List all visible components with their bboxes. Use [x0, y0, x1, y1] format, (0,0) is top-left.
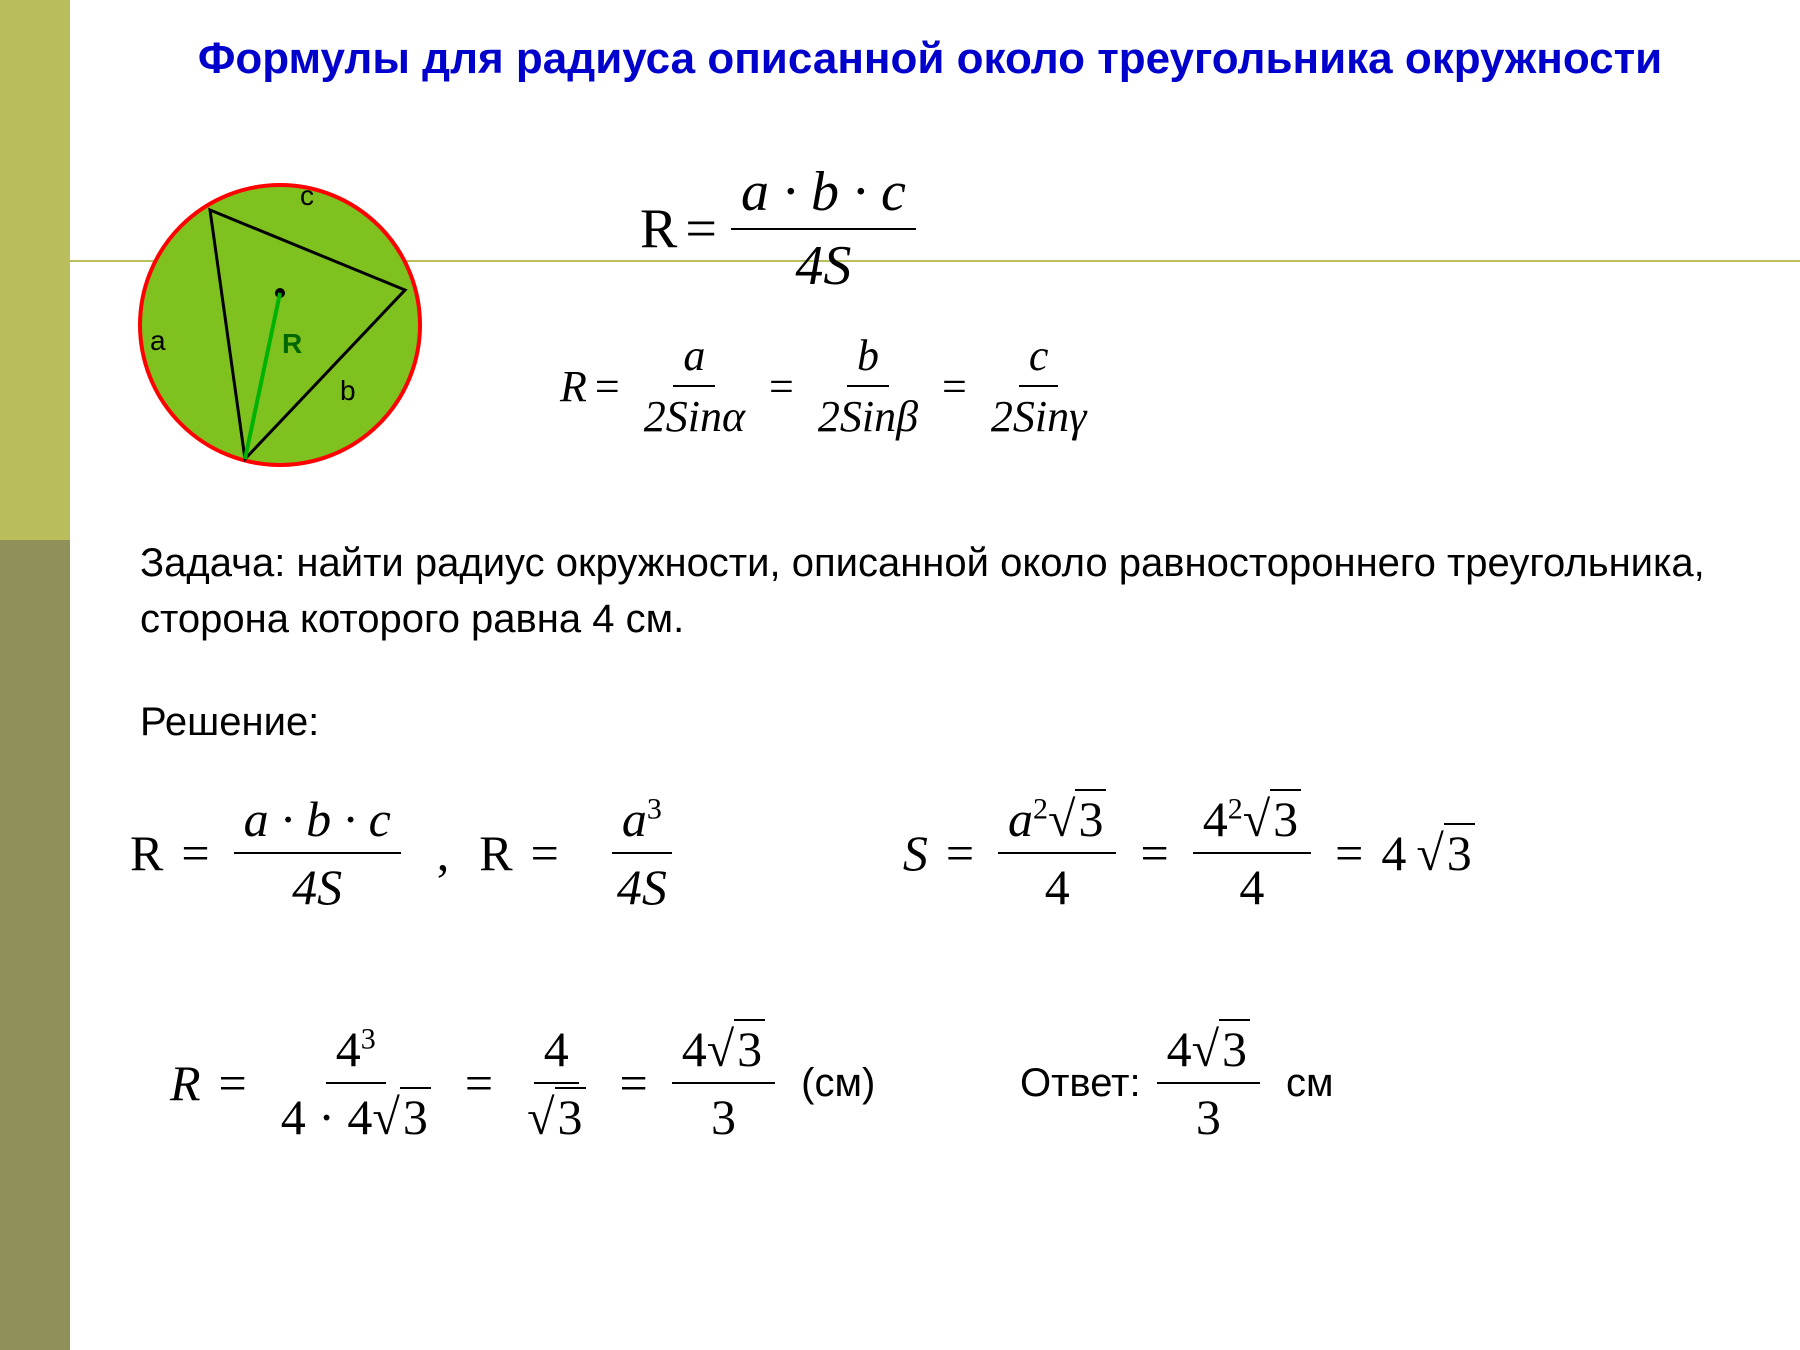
label-c: c — [300, 180, 314, 211]
label-b: b — [340, 375, 356, 406]
page-title: Формулы для радиуса описанной около треу… — [100, 30, 1760, 87]
answer-unit: см — [1286, 1061, 1334, 1106]
sol2-lhs: R — [170, 1054, 201, 1112]
formula-main: R = a · b · c 4S — [640, 160, 922, 298]
sidebar-bottom — [0, 540, 70, 1350]
circle-triangle-diagram: c a b R — [130, 175, 440, 490]
answer: Ответ: 43 3 см — [1020, 1020, 1334, 1146]
formula-main-den: 4S — [785, 230, 861, 298]
formula-law-of-sines: R = a 2Sinα = b 2Sinβ = c 2Sinγ — [560, 330, 1102, 442]
sidebar-top — [0, 0, 70, 540]
solution-label: Решение: — [140, 700, 319, 745]
sin-lhs: R — [560, 361, 587, 412]
sol1-f1-lhs: R — [130, 824, 163, 882]
solution-row-2: R = 43 4 · 43 = 4 3 = 43 3 (см) — [170, 1020, 1760, 1146]
formula-main-num: a · b · c — [731, 160, 916, 230]
label-R: R — [282, 328, 302, 359]
problem-text: Задача: найти радиус окружности, описанн… — [140, 535, 1740, 647]
formula-main-lhs: R — [640, 197, 677, 261]
unit-cm: (см) — [801, 1061, 875, 1106]
solution-row-1: R = a · b · c 4S , R = a3 4S S = a23 4 =… — [130, 790, 1760, 916]
sol1-S-lhs: S — [903, 824, 928, 882]
label-a: a — [150, 325, 166, 356]
sol1-f2-lhs: R — [479, 824, 512, 882]
sidebar-accent — [0, 0, 70, 1350]
answer-label: Ответ: — [1020, 1061, 1141, 1106]
